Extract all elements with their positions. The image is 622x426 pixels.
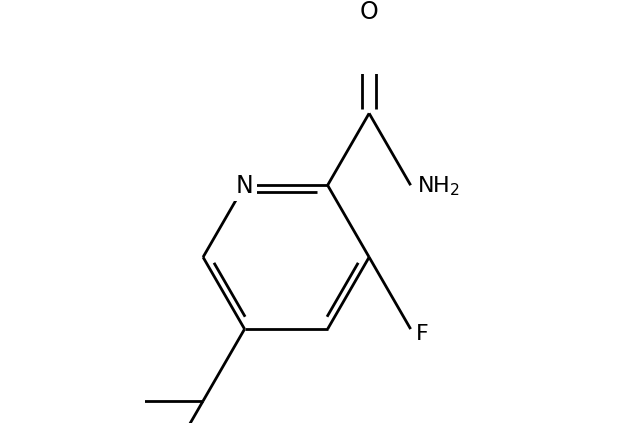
Text: O: O: [360, 0, 379, 24]
Text: NH$_2$: NH$_2$: [417, 174, 460, 198]
Text: F: F: [415, 323, 429, 343]
Text: N: N: [236, 174, 253, 198]
